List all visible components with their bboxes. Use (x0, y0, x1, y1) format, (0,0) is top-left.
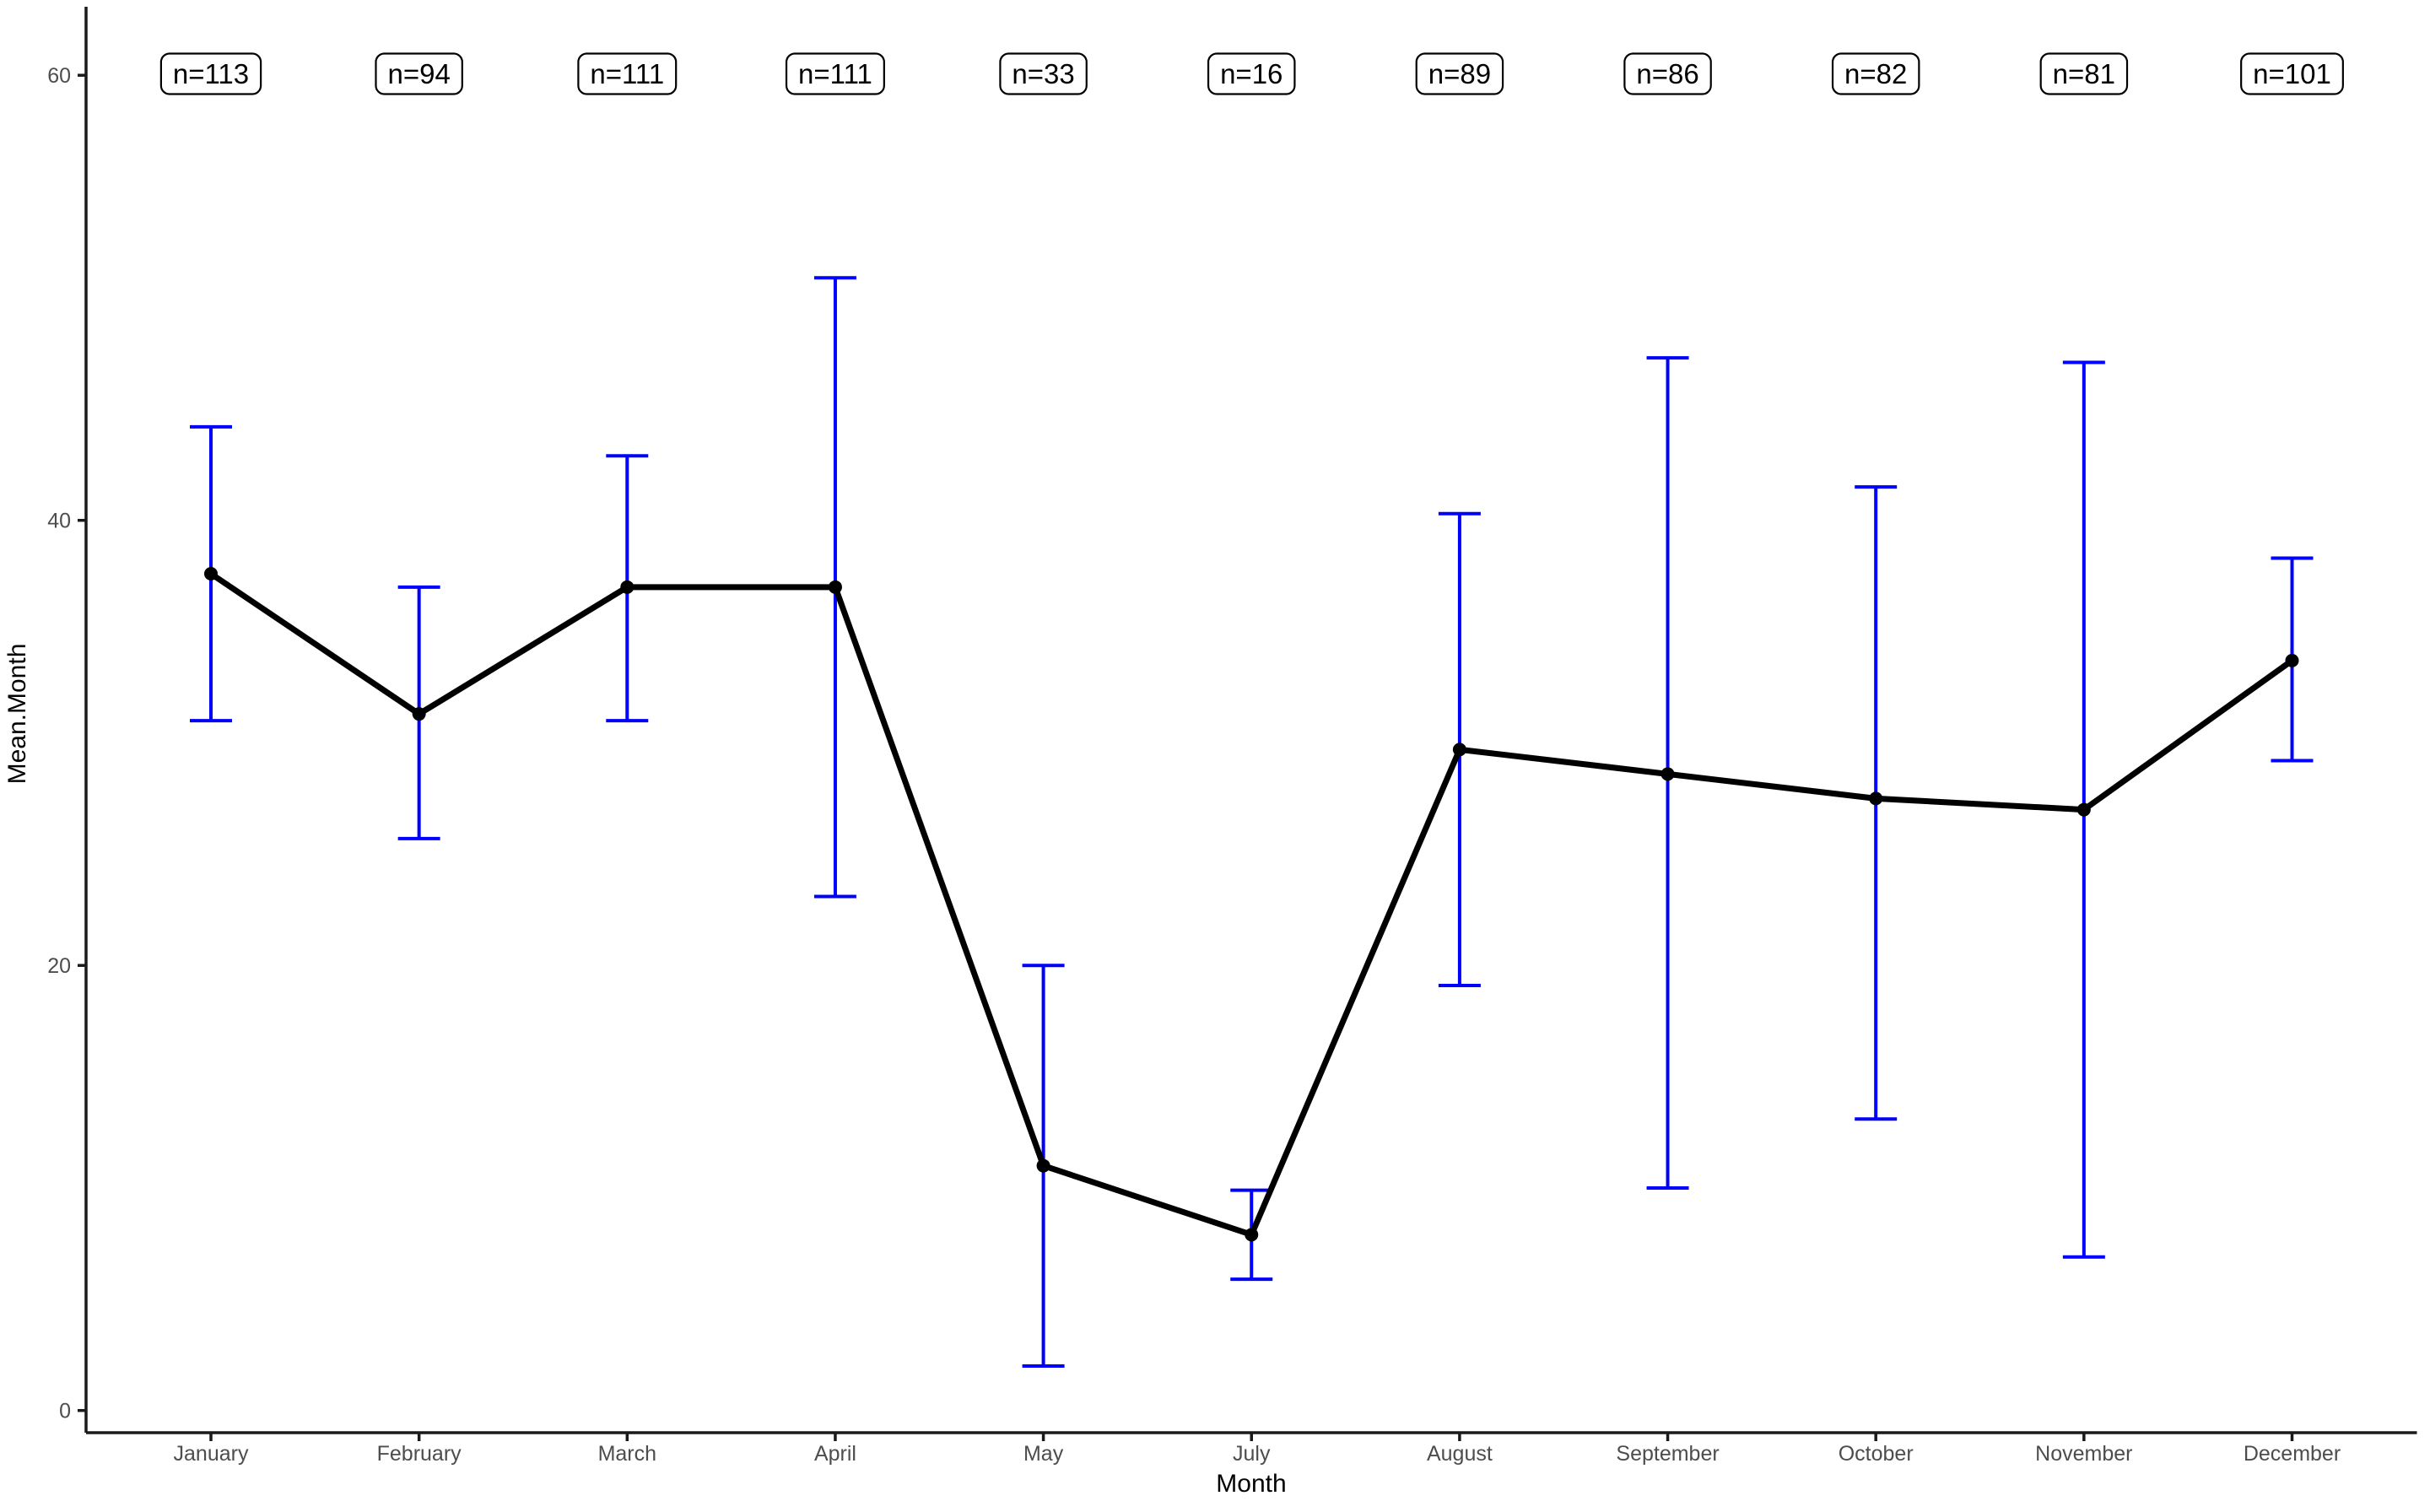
count-label-box (999, 52, 1088, 95)
y-tick-label: 0 (59, 1400, 71, 1423)
y-axis-title: Mean.Month (3, 644, 31, 785)
count-label: n=101 (2240, 52, 2344, 95)
data-point (204, 567, 218, 580)
x-tick-label: February (377, 1442, 462, 1466)
count-label: n=89 (1415, 52, 1504, 95)
count-label-text: n=101 (2253, 58, 2331, 89)
count-label-text: n=89 (1428, 58, 1491, 89)
x-tick-label: September (1616, 1442, 1719, 1466)
x-tick-label: November (2035, 1442, 2132, 1466)
count-label-box (159, 52, 262, 95)
y-tick-label: 40 (47, 510, 71, 533)
data-point (1452, 742, 1466, 757)
data-point (1245, 1228, 1259, 1242)
data-point (828, 580, 842, 594)
x-axis-title: Month (1216, 1470, 1286, 1498)
count-label-text: n=16 (1220, 58, 1282, 89)
data-point (620, 580, 634, 594)
x-tick-label: January (174, 1442, 249, 1466)
count-label-box (577, 52, 678, 95)
count-label: n=111 (785, 52, 885, 95)
data-point (1036, 1158, 1050, 1173)
count-label-box (1831, 52, 1920, 95)
count-label-text: n=113 (173, 58, 249, 89)
count-label-box (2240, 52, 2344, 95)
data-point (412, 707, 426, 721)
count-label: n=82 (1831, 52, 1920, 95)
count-label-text: n=111 (798, 58, 872, 89)
x-tick-label: March (598, 1442, 656, 1466)
x-tick-label: May (1023, 1442, 1064, 1466)
data-point (1660, 767, 1675, 781)
count-label-box (1415, 52, 1504, 95)
count-label-box (2039, 52, 2129, 95)
count-label: n=86 (1623, 52, 1712, 95)
count-label: n=111 (577, 52, 678, 95)
x-tick-label: October (1839, 1442, 1914, 1466)
data-point (1869, 791, 1883, 806)
count-label-box (1623, 52, 1712, 95)
data-point (2076, 802, 2091, 817)
count-label: n=33 (999, 52, 1088, 95)
y-tick-label: 60 (47, 64, 71, 88)
x-tick-label: April (814, 1442, 856, 1466)
count-label-box (785, 52, 885, 95)
count-label-text: n=82 (1844, 58, 1907, 89)
series-line-group (208, 570, 2295, 1238)
count-label-text: n=86 (1636, 58, 1698, 89)
count-label-text: n=94 (387, 58, 450, 89)
count-label: n=94 (375, 52, 463, 95)
series-line (208, 570, 2295, 1238)
count-label-box (1207, 52, 1296, 95)
count-label-text: n=81 (2053, 58, 2115, 89)
x-tick-label: December (2244, 1442, 2341, 1466)
count-labels-group: n=113 n=94 n=111 n=111 n=33 n=16 n=89 n=86 n=82 n… (159, 52, 2344, 95)
data-points-group (204, 567, 2299, 1242)
x-tick-label: July (1233, 1442, 1271, 1466)
count-label-text: n=111 (590, 58, 664, 89)
count-label-box (375, 52, 463, 95)
count-label: n=113 (159, 52, 262, 95)
axes-group: 0 20 40 60 January February March April May July A… (47, 7, 2417, 1466)
x-tick-label: August (1427, 1442, 1493, 1466)
count-label-text: n=33 (1012, 58, 1074, 89)
count-label: n=16 (1207, 52, 1296, 95)
error-bars-group (190, 276, 2314, 1368)
y-tick-label: 20 (47, 954, 71, 978)
data-point (2285, 653, 2299, 667)
count-label: n=81 (2039, 52, 2129, 95)
